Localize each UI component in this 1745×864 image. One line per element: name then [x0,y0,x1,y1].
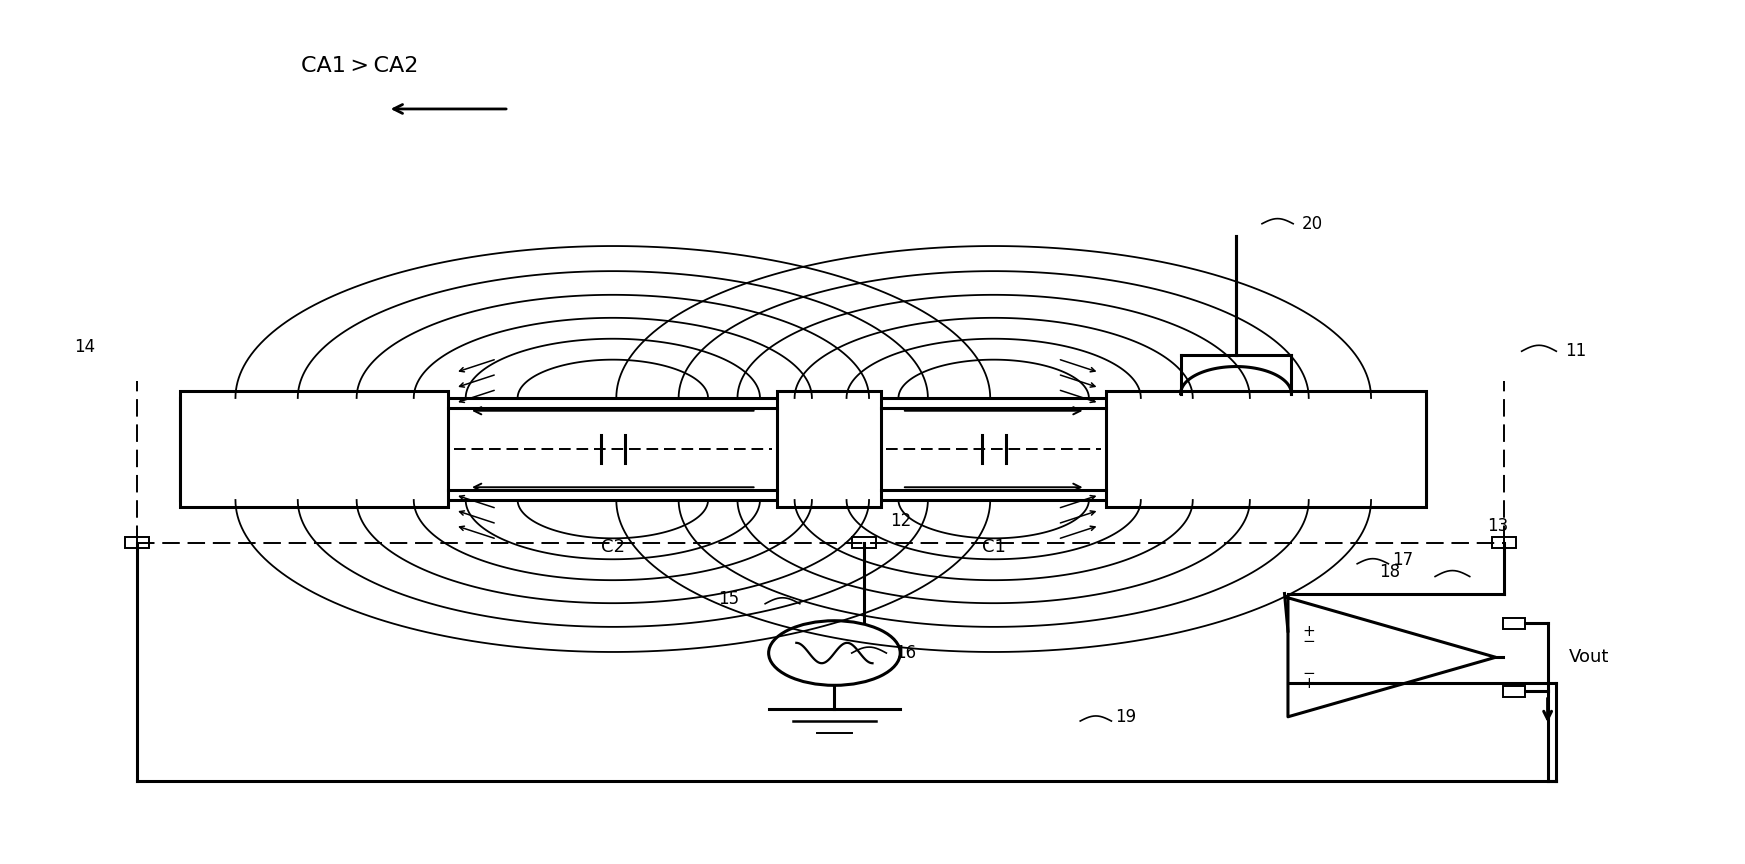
Text: 12: 12 [890,512,911,530]
Bar [1502,686,1525,696]
Text: −: − [1302,634,1316,649]
Text: 13: 13 [1487,517,1508,535]
Bar [1502,618,1525,629]
Text: −: − [1302,666,1316,681]
Bar [1106,391,1426,507]
Text: 15: 15 [719,590,740,608]
Bar [777,391,881,507]
Bar [1492,537,1516,549]
Text: 17: 17 [1393,550,1413,569]
Text: C1: C1 [982,537,1005,556]
Bar [180,391,448,507]
Bar [180,398,1426,500]
Text: 11: 11 [1565,342,1586,360]
Text: CA1 > CA2: CA1 > CA2 [302,56,419,76]
Text: 14: 14 [75,338,96,356]
Text: C2: C2 [600,537,625,556]
Text: 20: 20 [1302,215,1323,232]
Text: 19: 19 [1115,708,1136,726]
Text: +: + [1302,624,1316,638]
Text: Vout: Vout [1569,648,1609,666]
Text: +: + [1302,676,1316,691]
Text: 18: 18 [1379,563,1401,581]
Bar [124,537,148,549]
Bar [852,537,876,549]
Text: 16: 16 [895,644,916,662]
